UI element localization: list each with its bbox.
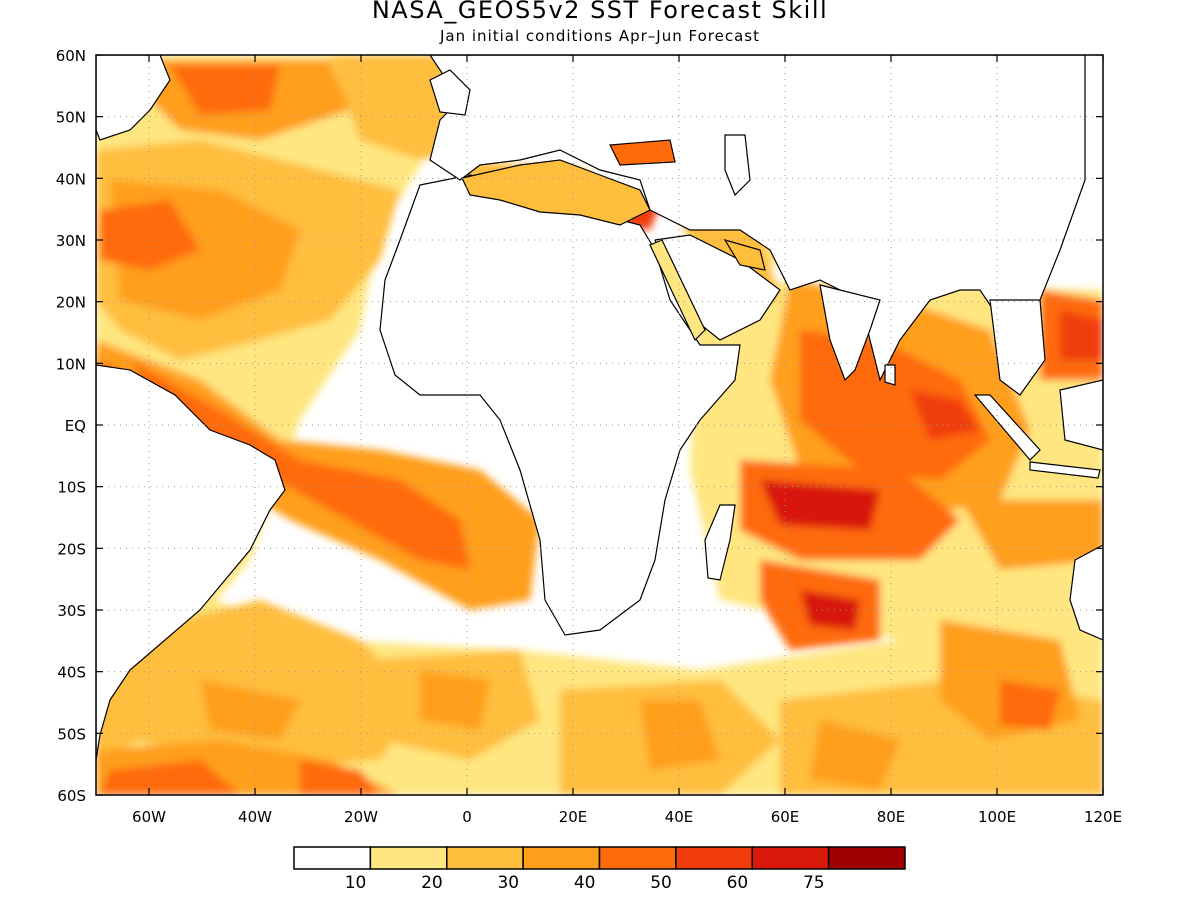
south-america bbox=[96, 364, 286, 761]
lon-label: 80E bbox=[877, 808, 906, 826]
lat-label: 20S bbox=[57, 540, 86, 558]
colorbar-label: 30 bbox=[497, 873, 519, 893]
map-title: NASA_GEOS5v2 SST Forecast Skill bbox=[371, 0, 829, 24]
lat-label: 50N bbox=[56, 109, 86, 127]
caspian bbox=[724, 134, 751, 197]
indochina bbox=[989, 299, 1046, 396]
axis-ticks bbox=[96, 54, 1104, 796]
colorbar-swatch bbox=[675, 846, 753, 870]
lat-label: 40N bbox=[56, 170, 86, 188]
lat-label: 60N bbox=[56, 47, 86, 65]
borneo bbox=[1059, 379, 1103, 451]
lat-label: EQ bbox=[65, 417, 86, 435]
java bbox=[1029, 461, 1101, 479]
lat-label: 10N bbox=[56, 355, 86, 373]
lon-label: 20W bbox=[344, 808, 378, 826]
lat-label: 30S bbox=[57, 602, 86, 620]
persian-gulf bbox=[723, 239, 766, 271]
colorbar-label: 40 bbox=[574, 873, 596, 893]
colorbar-swatch bbox=[293, 846, 372, 870]
colorbar-swatch bbox=[751, 846, 830, 870]
sri-lanka bbox=[884, 364, 896, 386]
latitude-labels: 60N 50N 40N 30N 20N 10N EQ 10S 20S 30S 40S 50S 60S bbox=[56, 47, 86, 805]
lat-label: 60S bbox=[57, 787, 86, 805]
lon-label: 60E bbox=[771, 808, 800, 826]
colorbar-swatch bbox=[522, 846, 601, 870]
map-subtitle: Jan initial conditions Apr–Jun Forecast bbox=[440, 27, 760, 45]
lat-label: 50S bbox=[57, 725, 86, 743]
lon-label: 40W bbox=[238, 808, 272, 826]
black-sea bbox=[609, 139, 676, 166]
lat-label: 10S bbox=[57, 479, 86, 497]
lon-label: 40E bbox=[665, 808, 694, 826]
india bbox=[819, 284, 881, 382]
mediterranean bbox=[461, 159, 651, 226]
colorbar-label: 20 bbox=[421, 873, 443, 893]
lon-label: 100E bbox=[978, 808, 1016, 826]
sumatra bbox=[973, 394, 1041, 461]
lon-label: 60W bbox=[132, 808, 166, 826]
lat-label: 30N bbox=[56, 232, 86, 250]
lon-label: 120E bbox=[1084, 808, 1122, 826]
colorbar: 10 20 30 40 50 60 75 bbox=[293, 846, 906, 893]
australia bbox=[1069, 544, 1103, 641]
colorbar-label: 60 bbox=[727, 873, 749, 893]
colorbar-swatch bbox=[369, 846, 448, 870]
lat-label: 20N bbox=[56, 294, 86, 312]
lat-label: 40S bbox=[57, 664, 86, 682]
coastlines bbox=[96, 55, 1103, 761]
britain bbox=[429, 69, 471, 116]
colorbar-label: 75 bbox=[803, 873, 825, 893]
colorbar-label: 50 bbox=[650, 873, 672, 893]
lon-label: 0 bbox=[462, 808, 472, 826]
colorbar-swatch bbox=[598, 846, 677, 870]
red-sea bbox=[649, 239, 706, 342]
colorbar-label: 10 bbox=[345, 873, 367, 893]
lon-label: 20E bbox=[559, 808, 588, 826]
colorbar-swatch bbox=[827, 846, 906, 870]
longitude-labels: 60W 40W 20W 0 20E 40E 60E 80E 100E 120E bbox=[132, 808, 1122, 826]
colorbar-swatch bbox=[446, 846, 524, 870]
madagascar bbox=[704, 504, 736, 581]
